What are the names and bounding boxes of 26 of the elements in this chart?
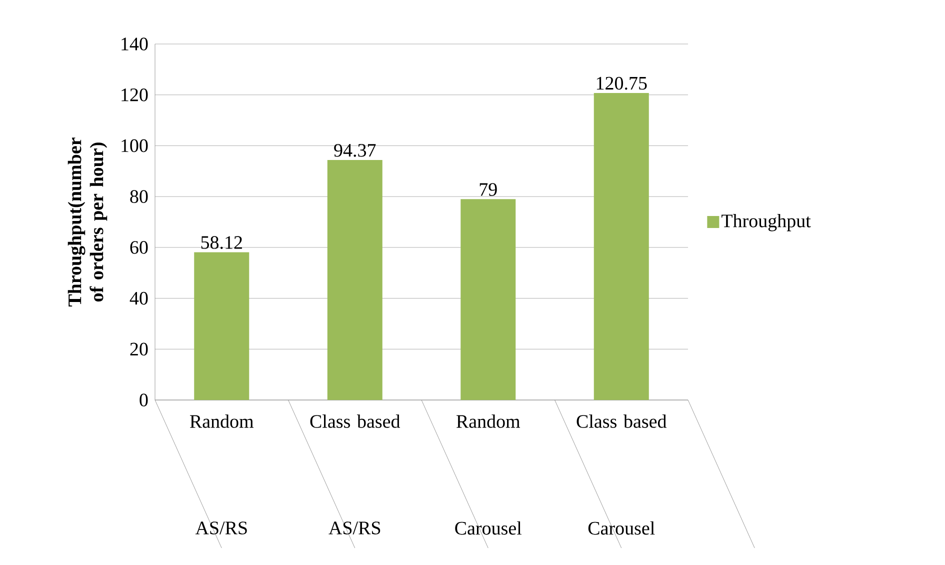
y-tick-label: 100	[122, 139, 148, 152]
y-axis-title: Throughput(number of orders per hour)	[68, 138, 108, 307]
text: Carousel	[455, 521, 522, 535]
y-tick-label: 20	[130, 342, 148, 356]
legend-label: Throughput	[722, 214, 811, 232]
y-tick-label: 0	[140, 394, 148, 406]
bar	[594, 92, 649, 400]
text: Carousel	[588, 521, 655, 535]
bar	[327, 160, 382, 400]
bar	[460, 199, 516, 400]
x-tick-label: Class based	[310, 414, 400, 428]
data-label: 94.37	[334, 144, 376, 157]
y-tick-label: 60	[130, 241, 148, 254]
data-label: 120.75	[596, 76, 647, 90]
data-label: 79	[480, 183, 497, 196]
x-tick-label: Random	[190, 414, 254, 428]
x-tick-label: Class based	[576, 414, 667, 428]
y-tick-label: 140	[122, 38, 148, 50]
x-tick-label: Random	[456, 414, 520, 428]
data-label: 58.12	[201, 236, 242, 250]
text: AS/RS	[328, 522, 380, 534]
text: AS/RS	[195, 522, 247, 534]
y-tick-label: 120	[122, 88, 148, 102]
y-tick-label: 40	[130, 292, 148, 305]
y-tick-label: 80	[130, 190, 148, 203]
bar	[194, 252, 250, 400]
